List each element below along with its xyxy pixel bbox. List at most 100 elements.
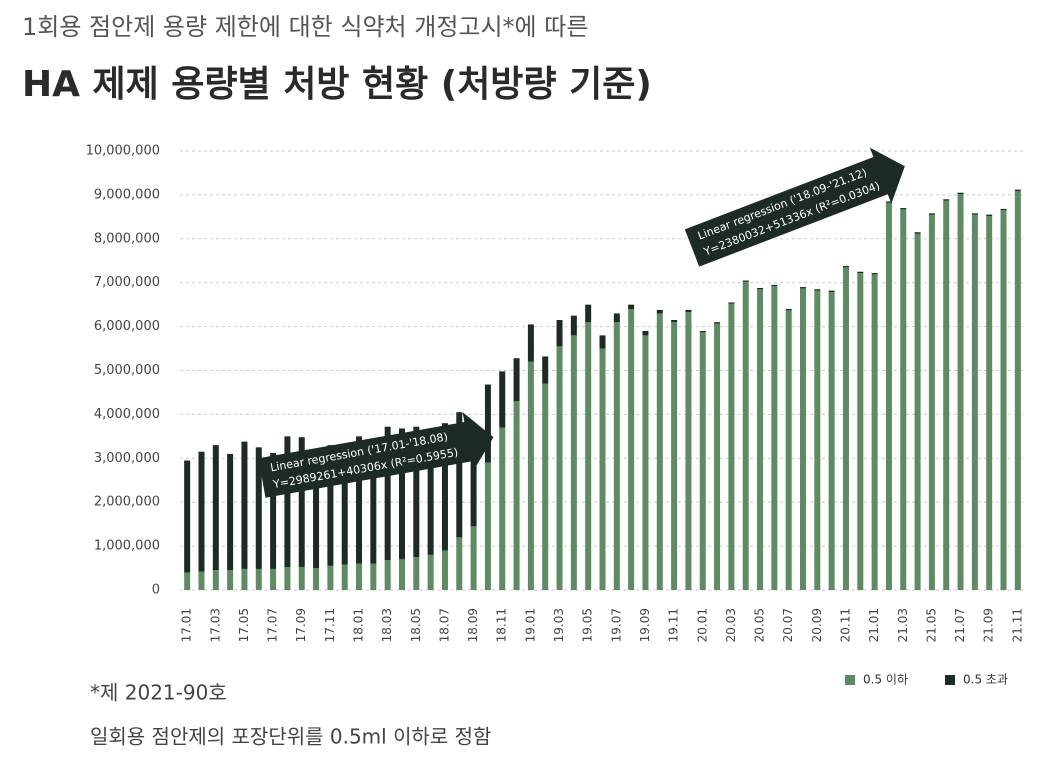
bar-segment xyxy=(656,313,663,590)
bar-segment xyxy=(1014,190,1021,590)
x-tick-label: 18.01 xyxy=(352,608,366,642)
bar-segment xyxy=(613,313,620,323)
x-tick-label: 18.03 xyxy=(380,608,394,642)
note: *제 2021-90호 xyxy=(90,681,227,705)
bar-segment xyxy=(914,233,921,591)
bar-segment xyxy=(456,412,463,538)
x-tick-label: 21.01 xyxy=(867,608,881,642)
y-tick-label: 8,000,000 xyxy=(94,231,160,246)
y-tick-label: 5,000,000 xyxy=(94,363,160,378)
bar-segment xyxy=(986,215,993,591)
bar-segment xyxy=(900,208,907,210)
bar-segment xyxy=(599,348,606,590)
x-tick-label: 20.09 xyxy=(810,608,824,642)
x-tick-label: 20.07 xyxy=(781,608,795,642)
bar-segment xyxy=(427,554,434,590)
bar-segment xyxy=(527,324,534,362)
bar-segment xyxy=(298,437,305,568)
x-tick-label: 20.01 xyxy=(695,608,709,642)
arrow-shape xyxy=(684,147,905,267)
bar-segment xyxy=(456,537,463,590)
x-tick-label: 21.11 xyxy=(1010,608,1024,642)
bar-segment xyxy=(771,284,778,287)
bar-segment xyxy=(184,460,191,573)
legend-label: 0.5 이하 xyxy=(863,673,908,687)
bar-segment xyxy=(871,274,878,590)
bar-segment xyxy=(585,304,592,323)
x-tick-label: 20.11 xyxy=(838,608,852,642)
bar-segment xyxy=(327,445,334,566)
bar-segment xyxy=(957,194,964,590)
bar-segment xyxy=(742,281,749,590)
bar-segment xyxy=(642,330,649,336)
bar-segment xyxy=(785,309,792,311)
bar-segment xyxy=(270,568,277,590)
bar-segment xyxy=(470,425,477,527)
bar-segment xyxy=(270,453,277,569)
x-tick-label: 17.05 xyxy=(237,608,251,642)
bar-segment xyxy=(284,567,291,590)
bar-segment xyxy=(384,426,391,561)
bar-segment xyxy=(227,453,234,571)
x-tick-label: 18.11 xyxy=(495,608,509,642)
x-tick-label: 17.01 xyxy=(180,608,194,642)
bar-segment xyxy=(885,201,892,203)
bar-segment xyxy=(728,303,735,590)
y-tick-label: 6,000,000 xyxy=(94,319,160,334)
bar-segment xyxy=(398,559,405,590)
bar-segment xyxy=(313,568,320,590)
bar-segment xyxy=(628,304,635,310)
bar-segment xyxy=(957,192,964,195)
bar-segment xyxy=(800,287,807,289)
x-tick-label: 17.11 xyxy=(323,608,337,642)
legend-swatch xyxy=(845,675,855,685)
bar-segment xyxy=(671,320,678,323)
bar-segment xyxy=(298,567,305,590)
x-tick-label: 19.07 xyxy=(609,608,623,642)
bar-segment xyxy=(943,199,950,201)
bar-segment xyxy=(857,271,864,274)
bar-segment xyxy=(413,557,420,590)
bar-segment xyxy=(699,332,706,590)
x-tick-label: 19.11 xyxy=(667,608,681,642)
bar-segment xyxy=(671,322,678,590)
x-tick-label: 19.03 xyxy=(552,608,566,642)
bar-segment xyxy=(785,310,792,590)
bar-segment xyxy=(313,456,320,569)
y-tick-label: 7,000,000 xyxy=(94,275,160,290)
bar-segment xyxy=(685,312,692,590)
bar-segment xyxy=(441,550,448,590)
chart-subtitle: 1회용 점안제 용량 제한에 대한 식약처 개정고시*에 따른 xyxy=(22,13,588,41)
bar-segment xyxy=(757,289,764,590)
bar-segment xyxy=(198,571,205,590)
bar-segment xyxy=(871,273,878,275)
bar-segment xyxy=(255,568,262,590)
bar-segment xyxy=(441,423,448,551)
bar-segment xyxy=(484,384,491,463)
bar-segment xyxy=(742,280,749,282)
bar-segment xyxy=(255,447,262,569)
y-tick-label: 0 xyxy=(152,583,160,598)
bar-segment xyxy=(800,288,807,590)
annotation-arrow: Linear regression ('18.09-'21.12)Y=23800… xyxy=(684,147,905,267)
bar-segment xyxy=(484,462,491,590)
bar-segment xyxy=(570,315,577,336)
bar-segment xyxy=(212,445,219,571)
y-tick-label: 10,000,000 xyxy=(86,144,160,159)
bar-segment xyxy=(413,426,420,558)
x-tick-label: 17.03 xyxy=(208,608,222,642)
bar-segment xyxy=(814,289,821,291)
bar-segment xyxy=(628,309,635,590)
bar-segment xyxy=(398,428,405,560)
bar-segment xyxy=(356,563,363,590)
bar-segment xyxy=(814,290,821,590)
x-tick-label: 19.01 xyxy=(523,608,537,642)
bar-segment xyxy=(685,309,692,313)
y-tick-label: 4,000,000 xyxy=(94,407,160,422)
note: 일회용 점안제의 포장단위를 0.5ml 이하로 정함 xyxy=(90,725,491,749)
bar-segment xyxy=(284,436,291,568)
x-tick-label: 21.07 xyxy=(953,608,967,642)
bar-segment xyxy=(427,429,434,555)
bar-segment xyxy=(513,358,520,402)
